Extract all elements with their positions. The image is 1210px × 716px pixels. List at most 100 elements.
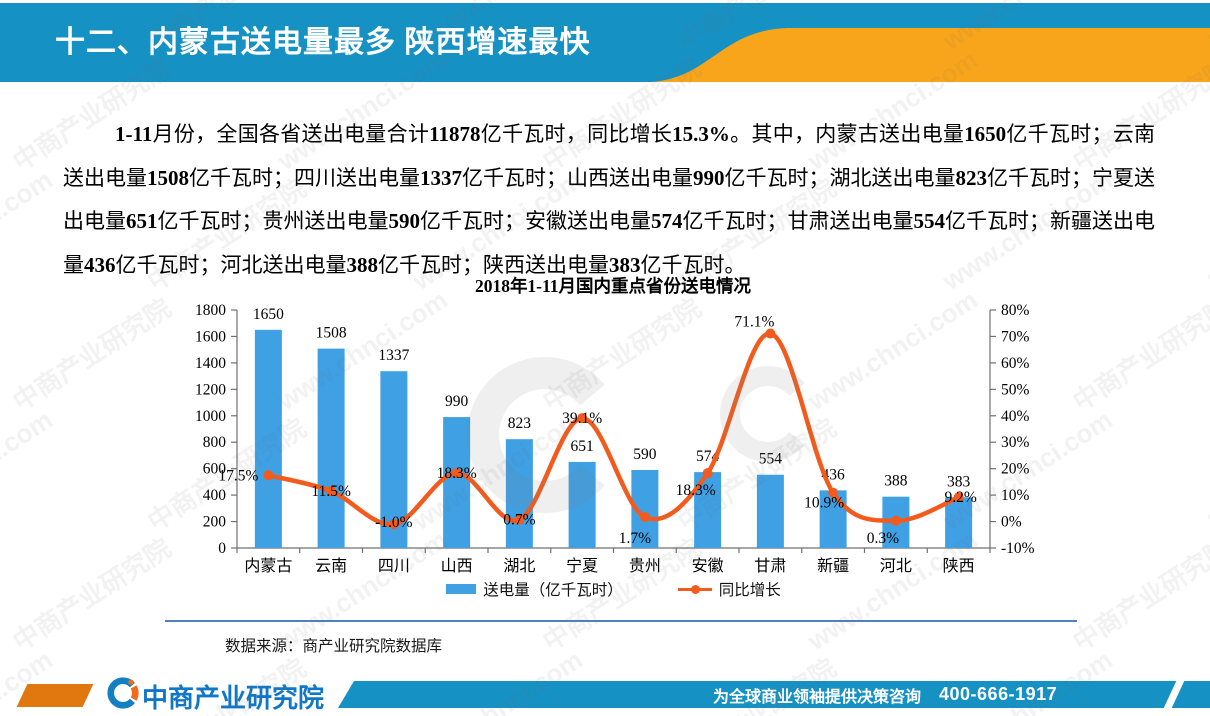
paragraph-text: 亿千瓦时，同比增长 (480, 122, 673, 146)
svg-text:0.7%: 0.7% (503, 512, 535, 529)
svg-text:50%: 50% (1001, 381, 1030, 398)
svg-text:80%: 80% (1001, 302, 1030, 319)
svg-text:山西: 山西 (441, 557, 473, 575)
legend-line-label: 同比增长 (718, 582, 781, 599)
watermark-text: www.chnci.com (0, 404, 58, 536)
bar (505, 439, 533, 548)
paragraph-number: 823 (955, 165, 988, 190)
paragraph-text: 亿千瓦时；宁夏送出电量 (63, 165, 1155, 234)
svg-text:200: 200 (203, 514, 227, 531)
paragraph-text: 亿千瓦时；陕西送出电量 (378, 252, 609, 277)
paragraph-number: 590 (388, 209, 421, 233)
section-divider (165, 620, 1077, 622)
paragraph-number: 388 (346, 252, 379, 277)
svg-text:800: 800 (203, 434, 227, 451)
svg-text:云南: 云南 (315, 557, 347, 575)
paragraph-text: 亿千瓦时；河北送出电量 (115, 252, 347, 277)
svg-text:590: 590 (633, 446, 657, 463)
svg-text:内蒙古: 内蒙古 (244, 557, 292, 575)
svg-text:18.3%: 18.3% (437, 465, 477, 482)
svg-text:10.9%: 10.9% (804, 495, 844, 512)
paragraph-text: 亿千瓦时；云南送出电量 (63, 122, 1156, 190)
paragraph-number: 11878 (429, 122, 481, 146)
svg-text:20%: 20% (1001, 461, 1030, 478)
paragraph-text: 亿千瓦时；甘肃送出电量 (682, 209, 914, 233)
footer-slogan: 为全球商业领袖提供决策咨询 (713, 688, 922, 706)
company-logo-text: 中商产业研究院 (142, 683, 325, 713)
svg-text:17.5%: 17.5% (218, 467, 258, 484)
watermark-text: 中商产业研究院 (1202, 412, 1210, 537)
svg-text:1200: 1200 (195, 381, 226, 398)
page-title: 十二、内蒙古送电量最多 陕西增速最快 (55, 26, 591, 59)
paragraph-number: 15.3% (672, 122, 730, 146)
line-series-swatch (677, 584, 712, 594)
svg-text:823: 823 (508, 415, 532, 432)
svg-text:71.1%: 71.1% (734, 314, 774, 331)
paragraph-number: 436 (84, 252, 116, 277)
paragraph-text: 亿千瓦时；四川送出电量 (189, 165, 420, 190)
watermark-text: www.chnci.com (0, 164, 58, 296)
legend-item-bar: 送电量（亿千瓦时） (446, 578, 623, 600)
left-axis-labels: 0 200 400 600 800 1000 1200 1400 1600 1800 (195, 302, 226, 557)
svg-text:10%: 10% (1001, 487, 1030, 504)
svg-text:陕西: 陕西 (943, 557, 975, 575)
bar (254, 329, 282, 548)
svg-text:400: 400 (203, 487, 227, 504)
paragraph-number: 1337 (420, 165, 462, 190)
svg-text:11.5%: 11.5% (311, 483, 351, 500)
footer-accent-shape (16, 684, 94, 707)
svg-text:-10%: -10% (1001, 540, 1035, 557)
svg-text:18.3%: 18.3% (676, 482, 716, 499)
svg-text:1800: 1800 (195, 302, 226, 319)
svg-text:40%: 40% (1001, 408, 1030, 425)
svg-text:383: 383 (947, 473, 971, 490)
paragraph-number: 1508 (147, 165, 189, 190)
summary-paragraph: 1-11月份，全国各省送出电量合计11878亿千瓦时，同比增长15.3%。其中，… (63, 113, 1155, 287)
bar-series-swatch (446, 584, 477, 594)
company-logo-icon (107, 677, 139, 709)
line-value-labels: 17.5% 11.5% -1.0% 18.3% 0.7% 39.1% 1.7% 18.3% 71… (218, 314, 977, 548)
svg-text:388: 388 (884, 473, 908, 490)
svg-text:1000: 1000 (195, 408, 226, 425)
chart-legend: 送电量（亿千瓦时） 同比增长 (237, 578, 990, 600)
legend-bar-label: 送电量（亿千瓦时） (483, 582, 623, 599)
footer-band: 为全球商业领袖提供决策咨询 400-666-1917 (338, 681, 1210, 708)
svg-text:甘肃: 甘肃 (754, 557, 786, 575)
svg-text:70%: 70% (1001, 328, 1030, 345)
svg-text:0: 0 (218, 540, 226, 557)
svg-text:四川: 四川 (378, 558, 410, 575)
category-labels: 内蒙古 云南 四川 山西 湖北 宁夏 贵州 安徽 甘肃 新疆 河北 陕西 (244, 557, 974, 575)
svg-text:0%: 0% (1001, 514, 1022, 531)
svg-text:宁夏: 宁夏 (566, 557, 598, 575)
footer-phone-number: 400-666-1917 (939, 684, 1058, 704)
watermark-text: 中商产业研究院 (1202, 172, 1210, 297)
bar (317, 348, 345, 548)
paragraph-text: 亿千瓦时；贵州送出电量 (157, 209, 389, 233)
paragraph-text: 。其中，内蒙古送出电量 (729, 122, 965, 146)
chart-title: 2018年1-11月国内重点省份送电情况 (475, 276, 752, 296)
svg-text:39.1%: 39.1% (562, 410, 602, 427)
combo-chart: 2018年1-11月国内重点省份送电情况 0 200 400 600 800 1000 120… (150, 268, 1110, 608)
svg-text:0.3%: 0.3% (867, 530, 899, 547)
svg-text:-1.0%: -1.0% (375, 514, 413, 531)
paragraph-text: 亿千瓦时。 (640, 252, 746, 277)
paragraph-text: 亿千瓦时；湖北送出电量 (724, 165, 956, 190)
paragraph-number: 990 (693, 165, 725, 190)
svg-text:安徽: 安徽 (692, 557, 724, 575)
svg-text:60%: 60% (1001, 355, 1030, 372)
svg-text:贵州: 贵州 (629, 557, 661, 575)
svg-text:30%: 30% (1001, 434, 1030, 451)
svg-text:554: 554 (759, 451, 783, 468)
bar (756, 474, 784, 548)
paragraph-text: 亿千瓦时；安徽送出电量 (420, 209, 651, 233)
svg-text:9.2%: 9.2% (944, 489, 976, 506)
paragraph-number: 554 (913, 209, 946, 233)
svg-text:1650: 1650 (253, 306, 284, 323)
svg-text:1337: 1337 (378, 347, 409, 364)
paragraph-number: 651 (126, 209, 158, 233)
bar-series (254, 329, 973, 548)
data-source-note: 数据来源：商产业研究院数据库 (225, 638, 443, 655)
paragraph-text: 亿千瓦时；新疆送出电量 (63, 209, 1155, 277)
svg-text:新疆: 新疆 (817, 557, 849, 575)
